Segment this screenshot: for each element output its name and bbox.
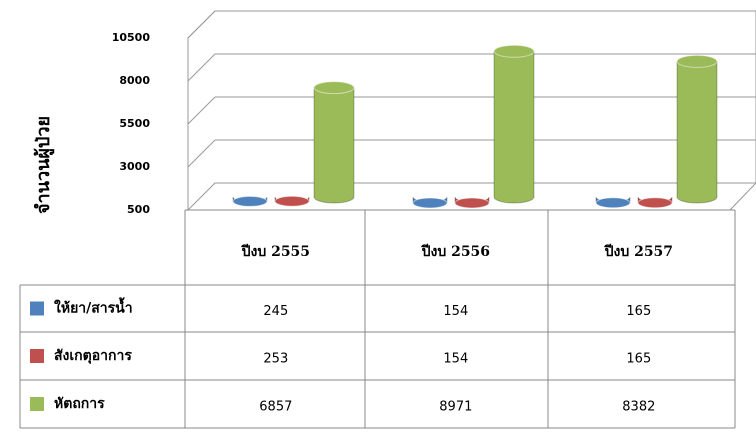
table-value: 154 (443, 352, 468, 367)
cylinder-top (637, 197, 673, 209)
category-label: ปีงบ 2556 (420, 244, 490, 260)
cylinder (637, 196, 673, 209)
cylinder-body (313, 87, 355, 204)
cylinder-body (493, 50, 535, 204)
cylinder (454, 196, 490, 209)
grid-line (187, 182, 756, 211)
category-label: ปีงบ 2555 (240, 244, 310, 260)
cylinder (412, 196, 448, 209)
cylinder-top (232, 195, 268, 207)
grid-line (187, 10, 756, 39)
cylinder-top (454, 197, 490, 209)
table-value: 165 (626, 352, 651, 367)
grid-line (187, 53, 756, 82)
grid-line (187, 139, 756, 168)
table-value: 6857 (259, 400, 292, 415)
legend-label: หัตถการ (54, 396, 105, 412)
table-value: 8971 (439, 400, 472, 415)
cylinder-top (493, 44, 535, 58)
table-value: 154 (443, 304, 468, 319)
table-value: 8382 (622, 400, 655, 415)
y-tick-label: 500 (127, 203, 150, 216)
legend-swatch (30, 397, 44, 411)
legend-swatch (30, 301, 44, 316)
cylinder-top (412, 197, 448, 209)
legend-swatch (30, 349, 44, 363)
category-label: ปีงบ 2557 (603, 244, 673, 260)
table-value: 165 (626, 304, 651, 319)
back-wall (187, 10, 756, 211)
cylinder (274, 195, 310, 207)
grid-line (187, 96, 756, 125)
table-value: 253 (263, 352, 288, 367)
cylinder (232, 195, 268, 207)
legend-label: สังเกตุอาการ (54, 348, 132, 364)
table-value: 245 (263, 304, 288, 319)
cylinder (493, 44, 535, 204)
cylinder-top (676, 54, 718, 68)
cylinder-top (595, 197, 631, 209)
y-tick-label: 8000 (119, 74, 150, 87)
cylinder (313, 81, 355, 204)
y-tick-label: 5500 (119, 117, 150, 130)
cylinder-body (676, 60, 718, 204)
y-tick-label: 3000 (119, 160, 150, 173)
y-tick-label: 10500 (112, 31, 151, 44)
cylinder-top (313, 81, 355, 95)
y-axis-label: จำนวนผู้ป่วย (33, 116, 55, 214)
cylinder-top (274, 195, 310, 207)
cylinder (676, 54, 718, 204)
cylinder (595, 196, 631, 209)
legend-label: ให้ยา/สารน้ำ (54, 297, 133, 317)
